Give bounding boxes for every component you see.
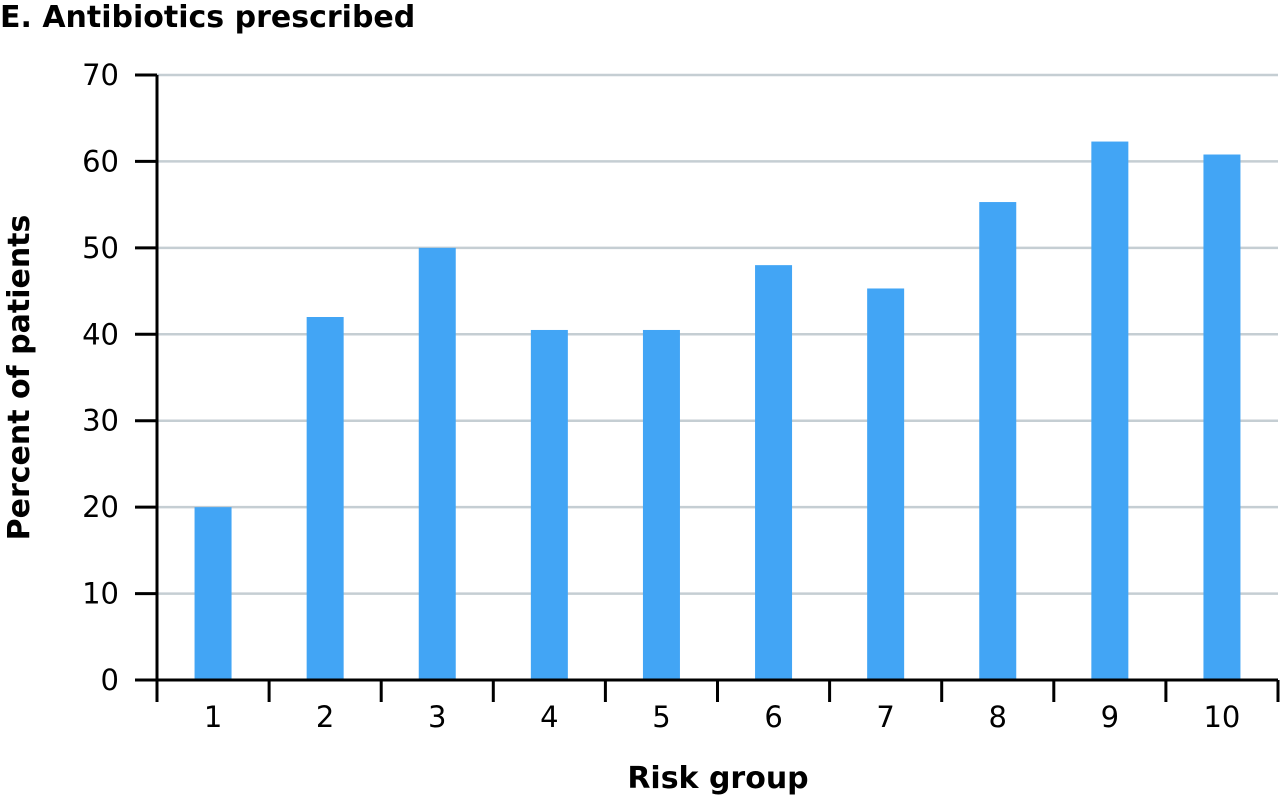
- x-tick-label: 10: [1203, 700, 1240, 734]
- x-tick-label: 1: [204, 700, 222, 734]
- y-tick-label: 70: [82, 58, 119, 92]
- y-tick-label: 0: [101, 663, 119, 697]
- x-tick-label: 6: [764, 700, 782, 734]
- bar: [1091, 141, 1129, 681]
- bar: [530, 329, 568, 680]
- x-tick-label: 4: [540, 700, 558, 734]
- y-tick-label: 50: [82, 231, 119, 265]
- chart-title: E. Antibiotics prescribed: [0, 0, 415, 35]
- bar: [1203, 154, 1241, 680]
- x-ticks: 1 2 3 4 5 6 7 8 9 10: [155, 680, 1280, 734]
- y-axis-label: Percent of patients: [2, 215, 37, 541]
- bars: [194, 141, 1241, 681]
- bar: [755, 265, 793, 680]
- bar: [306, 317, 344, 680]
- bar: [979, 202, 1017, 681]
- y-tick-label: 40: [82, 317, 119, 351]
- y-tick-label: 10: [82, 577, 119, 611]
- x-axis-label: Risk group: [627, 761, 808, 796]
- y-tick-label: 60: [82, 144, 119, 178]
- bar: [418, 247, 456, 680]
- x-tick-label: 5: [652, 700, 670, 734]
- x-tick-label: 3: [428, 700, 446, 734]
- grid-lines: [157, 73, 1278, 595]
- x-tick-label: 8: [989, 700, 1007, 734]
- x-tick-label: 2: [316, 700, 334, 734]
- x-tick-label: 7: [876, 700, 894, 734]
- x-tick-label: 9: [1101, 700, 1119, 734]
- y-tick-label: 30: [82, 404, 119, 438]
- y-ticks: 0 10 20 30 40 50 60 70: [82, 58, 157, 697]
- bar: [867, 288, 905, 680]
- y-tick-label: 20: [82, 490, 119, 524]
- bar: [194, 507, 232, 680]
- bar: [642, 329, 680, 680]
